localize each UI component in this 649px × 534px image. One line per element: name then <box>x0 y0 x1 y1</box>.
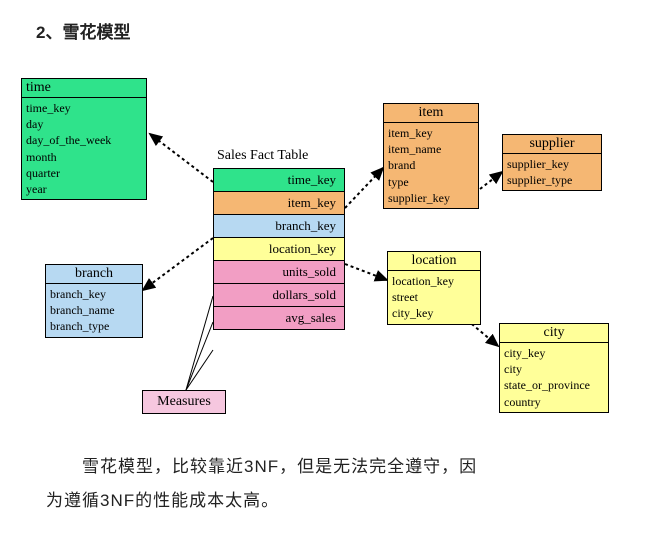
field-time-month: month <box>26 149 142 165</box>
field-city-country: country <box>504 394 604 410</box>
dim-fields-branch: branch_keybranch_namebranch_type <box>46 284 142 337</box>
field-city-state_or_province: state_or_province <box>504 377 604 393</box>
dim-fields-location: location_keystreetcity_key <box>388 271 480 324</box>
fact-row-units_sold: units_sold <box>214 260 344 283</box>
dim-table-location: location location_keystreetcity_key <box>387 251 481 325</box>
field-item-brand: brand <box>388 157 474 173</box>
section-heading: 2、雪花模型 <box>36 18 130 43</box>
field-time-year: year <box>26 181 142 197</box>
fact-row-branch_key: branch_key <box>214 214 344 237</box>
dim-table-city: city city_keycitystate_or_provincecountr… <box>499 323 609 413</box>
fact-table-label: Sales Fact Table <box>217 148 308 164</box>
measures-label-box: Measures <box>142 390 226 414</box>
dim-fields-item: item_keyitem_namebrandtypesupplier_key <box>384 123 478 208</box>
dim-table-supplier: supplier supplier_keysupplier_type <box>502 134 602 191</box>
dim-title-supplier: supplier <box>503 135 601 154</box>
dim-table-item: item item_keyitem_namebrandtypesupplier_… <box>383 103 479 209</box>
field-branch-branch_key: branch_key <box>50 286 138 302</box>
field-item-supplier_key: supplier_key <box>388 190 474 206</box>
dim-title-item: item <box>384 104 478 123</box>
field-item-type: type <box>388 174 474 190</box>
dim-title-city: city <box>500 324 608 343</box>
field-branch-branch_name: branch_name <box>50 302 138 318</box>
fact-row-avg_sales: avg_sales <box>214 306 344 329</box>
field-branch-branch_type: branch_type <box>50 318 138 334</box>
dim-fields-time: time_keydayday_of_the_weekmonthquarterye… <box>22 98 146 199</box>
fact-row-time_key: time_key <box>214 169 344 191</box>
field-item-item_name: item_name <box>388 141 474 157</box>
field-location-location_key: location_key <box>392 273 476 289</box>
field-location-city_key: city_key <box>392 305 476 321</box>
dim-fields-supplier: supplier_keysupplier_type <box>503 154 601 190</box>
field-time-day_of_the_week: day_of_the_week <box>26 132 142 148</box>
dim-table-branch: branch branch_keybranch_namebranch_type <box>45 264 143 338</box>
dim-table-time: time time_keydayday_of_the_weekmonthquar… <box>21 78 147 200</box>
field-city-city: city <box>504 361 604 377</box>
field-time-time_key: time_key <box>26 100 142 116</box>
description-line-2: 为遵循3NF的性能成本太高。 <box>46 484 606 518</box>
field-time-quarter: quarter <box>26 165 142 181</box>
field-supplier-supplier_key: supplier_key <box>507 156 597 172</box>
dim-title-branch: branch <box>46 265 142 284</box>
dim-fields-city: city_keycitystate_or_provincecountry <box>500 343 608 412</box>
fact-row-location_key: location_key <box>214 237 344 260</box>
dim-title-time: time <box>22 79 146 98</box>
fact-row-dollars_sold: dollars_sold <box>214 283 344 306</box>
field-time-day: day <box>26 116 142 132</box>
field-location-street: street <box>392 289 476 305</box>
field-supplier-supplier_type: supplier_type <box>507 172 597 188</box>
dim-title-location: location <box>388 252 480 271</box>
fact-row-item_key: item_key <box>214 191 344 214</box>
description-paragraph: 雪花模型，比较靠近3NF，但是无法完全遵守，因 为遵循3NF的性能成本太高。 <box>46 450 606 518</box>
fact-table: time_keyitem_keybranch_keylocation_keyun… <box>213 168 345 330</box>
description-line-1: 雪花模型，比较靠近3NF，但是无法完全遵守，因 <box>46 450 606 484</box>
field-item-item_key: item_key <box>388 125 474 141</box>
field-city-city_key: city_key <box>504 345 604 361</box>
